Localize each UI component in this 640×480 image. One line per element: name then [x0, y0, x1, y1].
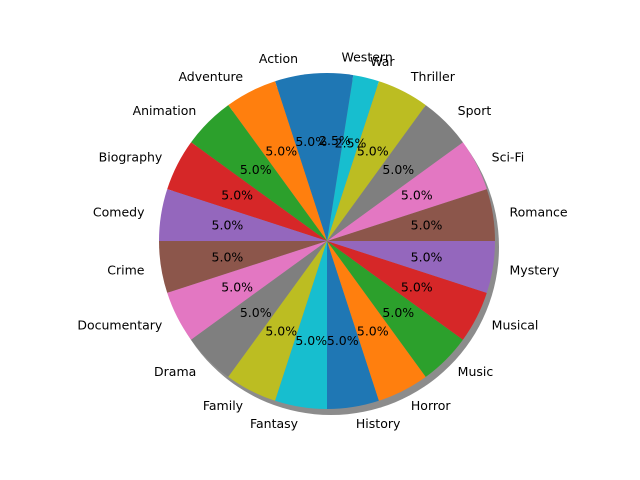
pie-slice-music	[327, 241, 463, 377]
pie-slice-documentary	[167, 241, 327, 340]
category-label: Adventure	[178, 69, 243, 84]
category-label: Family	[203, 398, 244, 413]
pie-slice-animation	[191, 105, 327, 241]
category-label: Thriller	[410, 69, 456, 84]
pie-slice-family	[228, 241, 327, 401]
pie-slice-crime	[159, 241, 327, 293]
pie-slice-war	[327, 75, 379, 241]
pie-slice-thriller	[327, 81, 426, 241]
percentage-label: 5.0%	[212, 218, 244, 233]
pie-slice-mystery	[327, 241, 495, 293]
category-label: Western	[341, 49, 392, 64]
pie-slice-action	[275, 73, 327, 241]
percentage-label: 5.0%	[401, 279, 433, 294]
category-label: Documentary	[77, 317, 163, 332]
percentage-labels: 5.0%5.0%5.0%5.0%5.0%5.0%5.0%5.0%5.0%5.0%…	[212, 133, 443, 348]
category-label: Crime	[107, 262, 145, 277]
category-label: Musical	[492, 317, 539, 332]
pie-slices	[159, 73, 495, 409]
percentage-label: 5.0%	[221, 279, 253, 294]
pie-slice-musical	[327, 241, 487, 340]
percentage-label: 5.0%	[265, 323, 297, 338]
category-label: Horror	[411, 398, 451, 413]
pie-slice-horror	[327, 241, 426, 401]
category-label: Mystery	[510, 262, 560, 277]
category-label: Comedy	[93, 205, 145, 220]
percentage-label: 5.0%	[401, 188, 433, 203]
percentage-label: 5.0%	[382, 305, 414, 320]
percentage-label: 2.5%	[319, 133, 351, 148]
percentage-label: 2.5%	[335, 135, 367, 150]
percentage-label: 5.0%	[295, 333, 327, 348]
pie-slice-history	[327, 241, 379, 409]
category-label: Animation	[133, 103, 197, 118]
pie-slice-fantasy	[275, 241, 327, 409]
percentage-label: 5.0%	[240, 162, 272, 177]
pie-slice-romance	[327, 189, 495, 241]
pie-slice-adventure	[228, 81, 327, 241]
category-label: Sci-Fi	[492, 150, 525, 165]
category-label: History	[356, 416, 401, 431]
category-label: Sport	[458, 103, 492, 118]
category-label: War	[370, 54, 395, 69]
category-label: Fantasy	[250, 416, 299, 431]
percentage-label: 5.0%	[327, 333, 359, 348]
pie-slice-sport	[327, 105, 463, 241]
percentage-label: 5.0%	[382, 162, 414, 177]
category-label: Romance	[510, 205, 568, 220]
percentage-label: 5.0%	[221, 188, 253, 203]
percentage-label: 5.0%	[212, 249, 244, 264]
percentage-label: 5.0%	[357, 323, 389, 338]
category-label: Music	[458, 364, 494, 379]
pie-slice-comedy	[159, 189, 327, 241]
pie-slice-drama	[191, 241, 327, 377]
pie-slice-sci-fi	[327, 142, 487, 241]
percentage-label: 5.0%	[295, 134, 327, 149]
pie-slice-western	[327, 73, 354, 241]
percentage-label: 5.0%	[357, 144, 389, 159]
category-label: Biography	[99, 150, 163, 165]
category-label: Drama	[154, 364, 196, 379]
category-label: Action	[259, 51, 298, 66]
percentage-label: 5.0%	[240, 305, 272, 320]
percentage-label: 5.0%	[411, 249, 443, 264]
percentage-label: 5.0%	[265, 144, 297, 159]
percentage-label: 5.0%	[411, 218, 443, 233]
category-labels: Action Adventure Animation Biography Comedy C…	[77, 49, 568, 431]
pie-slice-biography	[167, 142, 327, 241]
